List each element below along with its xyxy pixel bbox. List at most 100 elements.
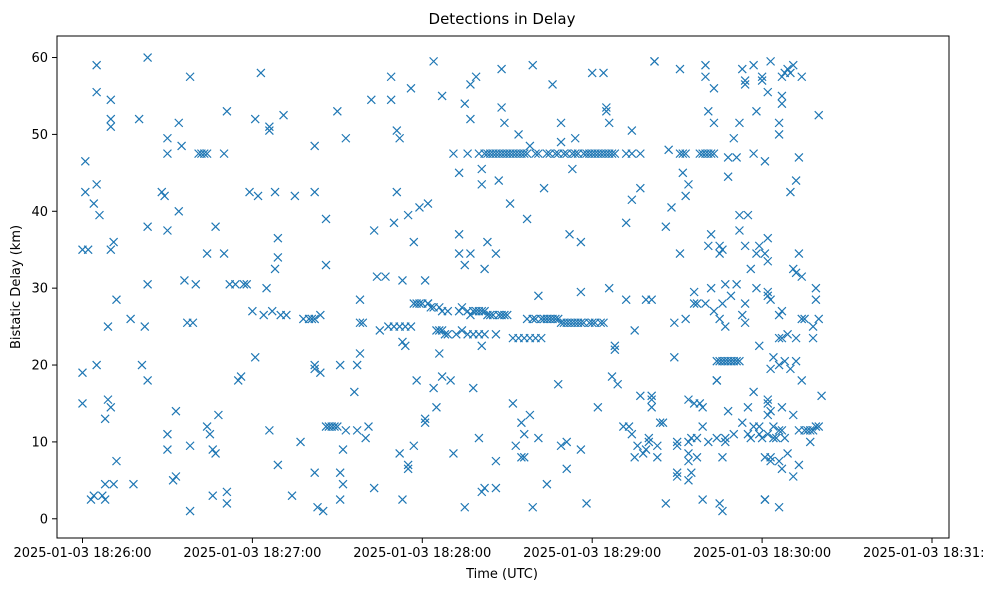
data-point bbox=[386, 72, 396, 82]
data-point bbox=[474, 433, 484, 443]
data-point bbox=[785, 187, 795, 197]
data-point bbox=[420, 276, 430, 285]
data-point bbox=[672, 472, 682, 481]
data-point bbox=[681, 314, 691, 324]
data-point bbox=[777, 99, 787, 109]
data-point bbox=[783, 329, 793, 339]
data-point bbox=[177, 141, 187, 151]
data-point bbox=[556, 441, 566, 451]
data-point bbox=[485, 310, 495, 320]
data-point bbox=[805, 437, 815, 447]
data-point bbox=[749, 60, 759, 70]
data-point bbox=[403, 464, 413, 474]
data-point bbox=[352, 360, 362, 370]
data-point bbox=[709, 306, 719, 316]
data-point bbox=[372, 272, 382, 282]
data-point bbox=[460, 99, 470, 109]
data-point bbox=[483, 237, 492, 247]
data-point bbox=[689, 299, 699, 308]
data-point bbox=[607, 149, 617, 159]
data-point bbox=[723, 406, 733, 416]
y-tick-label: 20 bbox=[31, 359, 48, 374]
data-point bbox=[576, 287, 586, 297]
data-point bbox=[310, 364, 320, 374]
data-point bbox=[791, 176, 801, 185]
data-point bbox=[763, 87, 773, 97]
data-point bbox=[355, 349, 365, 358]
data-point bbox=[457, 302, 467, 312]
data-point bbox=[185, 506, 195, 516]
data-point bbox=[740, 299, 750, 308]
data-point bbox=[279, 110, 288, 120]
data-point bbox=[703, 241, 713, 251]
data-point bbox=[163, 226, 172, 235]
data-point bbox=[420, 418, 430, 428]
data-point bbox=[550, 314, 560, 324]
y-axis-label: Bistatic Delay (km) bbox=[9, 225, 24, 349]
data-point bbox=[749, 149, 759, 159]
data-point bbox=[171, 472, 181, 481]
data-point bbox=[698, 402, 708, 412]
data-point bbox=[426, 302, 436, 312]
data-point bbox=[409, 441, 419, 451]
data-point bbox=[89, 199, 99, 209]
data-point bbox=[477, 341, 487, 351]
data-point bbox=[454, 249, 464, 258]
data-point bbox=[129, 479, 138, 489]
data-point bbox=[757, 76, 767, 86]
data-point bbox=[542, 479, 552, 489]
data-point bbox=[307, 314, 317, 324]
data-point bbox=[695, 399, 705, 408]
data-point bbox=[548, 80, 557, 89]
data-point bbox=[163, 429, 172, 439]
data-point bbox=[576, 318, 586, 328]
data-point bbox=[607, 372, 617, 381]
data-point bbox=[774, 502, 784, 512]
data-point bbox=[811, 295, 821, 305]
data-point bbox=[352, 425, 362, 435]
data-point bbox=[477, 164, 487, 174]
data-point bbox=[740, 241, 750, 251]
data-point bbox=[763, 287, 773, 297]
data-point bbox=[729, 429, 739, 439]
data-point bbox=[355, 318, 365, 328]
data-point bbox=[610, 345, 620, 355]
data-point bbox=[794, 249, 804, 258]
data-point bbox=[480, 483, 490, 493]
data-point bbox=[709, 83, 719, 93]
data-point bbox=[737, 418, 747, 428]
x-tick-label: 2025-01-03 18:29:00 bbox=[523, 546, 661, 561]
data-point bbox=[95, 210, 104, 220]
data-point bbox=[718, 245, 727, 255]
data-point bbox=[406, 83, 416, 93]
data-point bbox=[86, 495, 96, 504]
data-point bbox=[621, 295, 631, 305]
data-point bbox=[533, 149, 543, 159]
data-point bbox=[647, 391, 657, 401]
data-point bbox=[106, 122, 116, 132]
y-tick-label: 40 bbox=[31, 205, 48, 220]
data-point bbox=[264, 122, 274, 132]
data-point bbox=[205, 429, 215, 439]
data-point bbox=[78, 399, 87, 408]
data-point bbox=[536, 333, 546, 343]
data-point bbox=[746, 264, 756, 274]
data-point bbox=[412, 375, 422, 385]
data-point bbox=[528, 502, 538, 512]
data-point bbox=[703, 106, 713, 116]
data-point bbox=[684, 456, 693, 466]
data-point bbox=[437, 326, 447, 335]
data-point bbox=[222, 498, 232, 508]
data-point bbox=[681, 149, 691, 159]
data-point bbox=[454, 168, 464, 178]
data-point bbox=[766, 56, 776, 66]
data-point bbox=[565, 229, 574, 239]
data-point bbox=[211, 222, 221, 232]
data-point bbox=[429, 56, 439, 66]
data-point bbox=[247, 306, 257, 316]
data-point bbox=[451, 329, 461, 339]
data-point bbox=[318, 506, 328, 516]
data-point bbox=[763, 399, 773, 408]
data-point bbox=[635, 149, 645, 159]
